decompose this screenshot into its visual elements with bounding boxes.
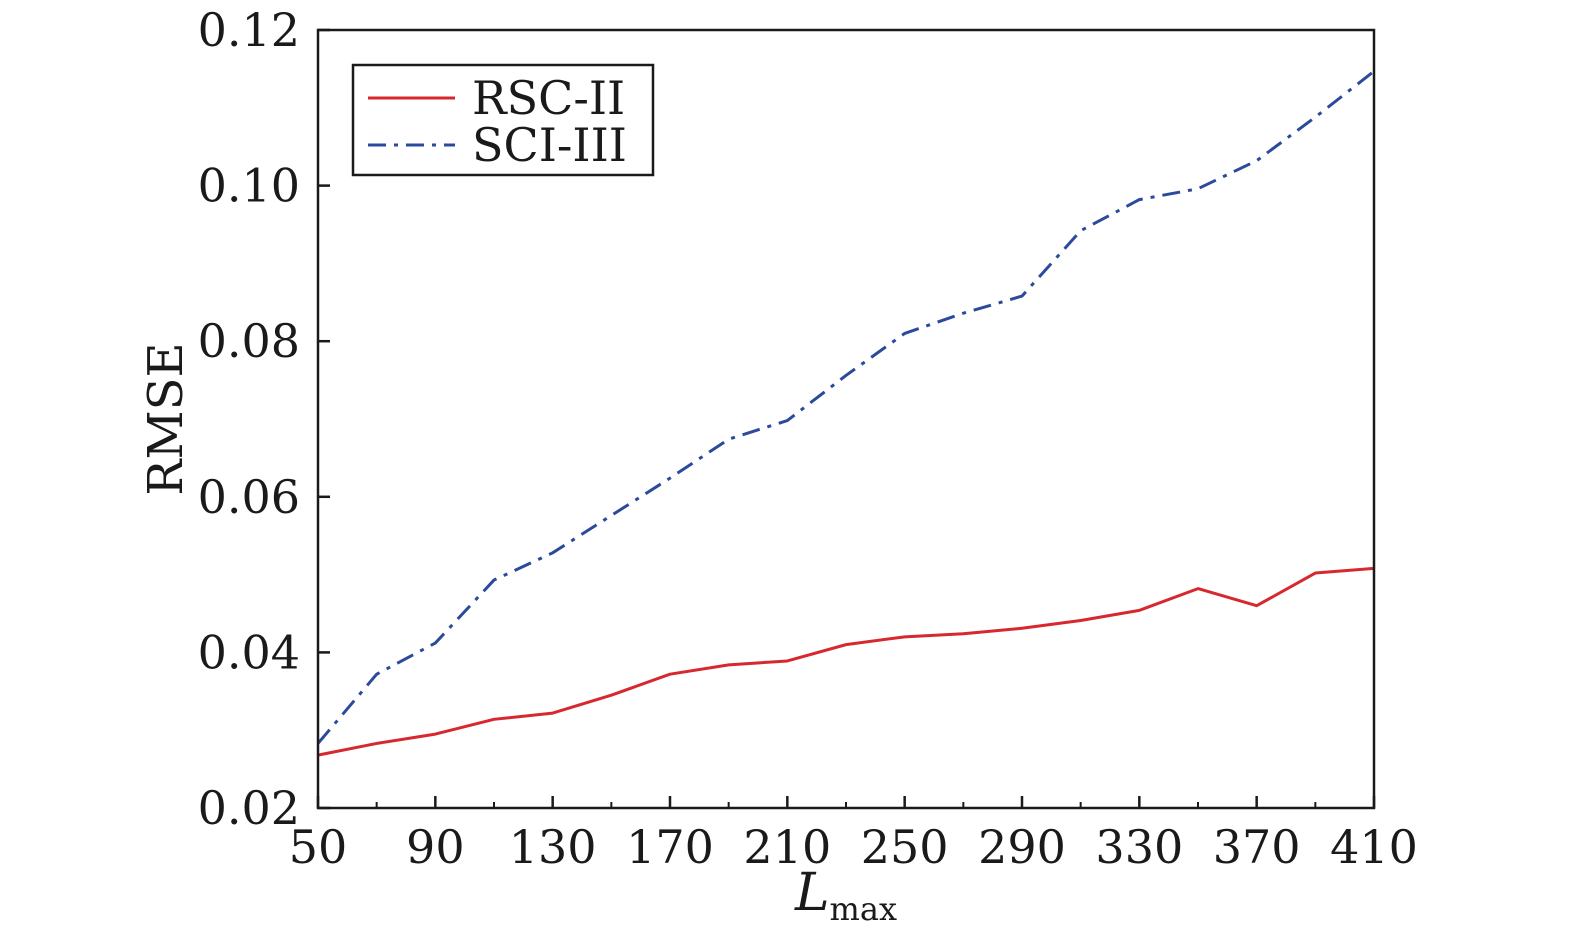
y-tick-label: 0.04 [198, 625, 300, 679]
x-axis-title-subscript: max [830, 890, 897, 928]
series-line-rsc-ii [317, 566, 1375, 757]
y-tick-label: 0.02 [198, 781, 300, 835]
x-tick-label: 250 [861, 820, 949, 874]
x-tick-label: 90 [406, 820, 465, 874]
y-tick-label: 0.12 [198, 3, 300, 57]
x-tick-label: 290 [978, 820, 1066, 874]
x-tick-label: 210 [743, 820, 831, 874]
y-tick-label: 0.06 [198, 470, 300, 524]
x-tick-label: 50 [289, 820, 348, 874]
x-tick-label: 130 [509, 820, 597, 874]
legend: RSC-II SCI-III [351, 63, 655, 177]
y-tick-label: 0.10 [198, 159, 300, 213]
x-tick-label: 410 [1330, 820, 1418, 874]
y-axis: 0.02 0.04 0.06 0.08 0.10 0.12 [198, 3, 330, 835]
x-tick-label: 330 [1095, 820, 1183, 874]
x-tick-label: 370 [1213, 820, 1301, 874]
x-axis-title: Lmax [794, 863, 897, 928]
x-axis-title-main: L [794, 863, 830, 923]
x-axis: 50 90 130 170 210 250 290 330 370 410 [289, 796, 1418, 874]
legend-label-sci-iii: SCI-III [472, 118, 627, 172]
x-tick-label: 170 [626, 820, 714, 874]
legend-box [351, 63, 655, 177]
legend-label-rsc-ii: RSC-II [472, 71, 625, 125]
y-axis-title: RMSE [138, 342, 194, 495]
plot-area [316, 70, 1375, 757]
y-tick-label: 0.08 [198, 314, 300, 368]
